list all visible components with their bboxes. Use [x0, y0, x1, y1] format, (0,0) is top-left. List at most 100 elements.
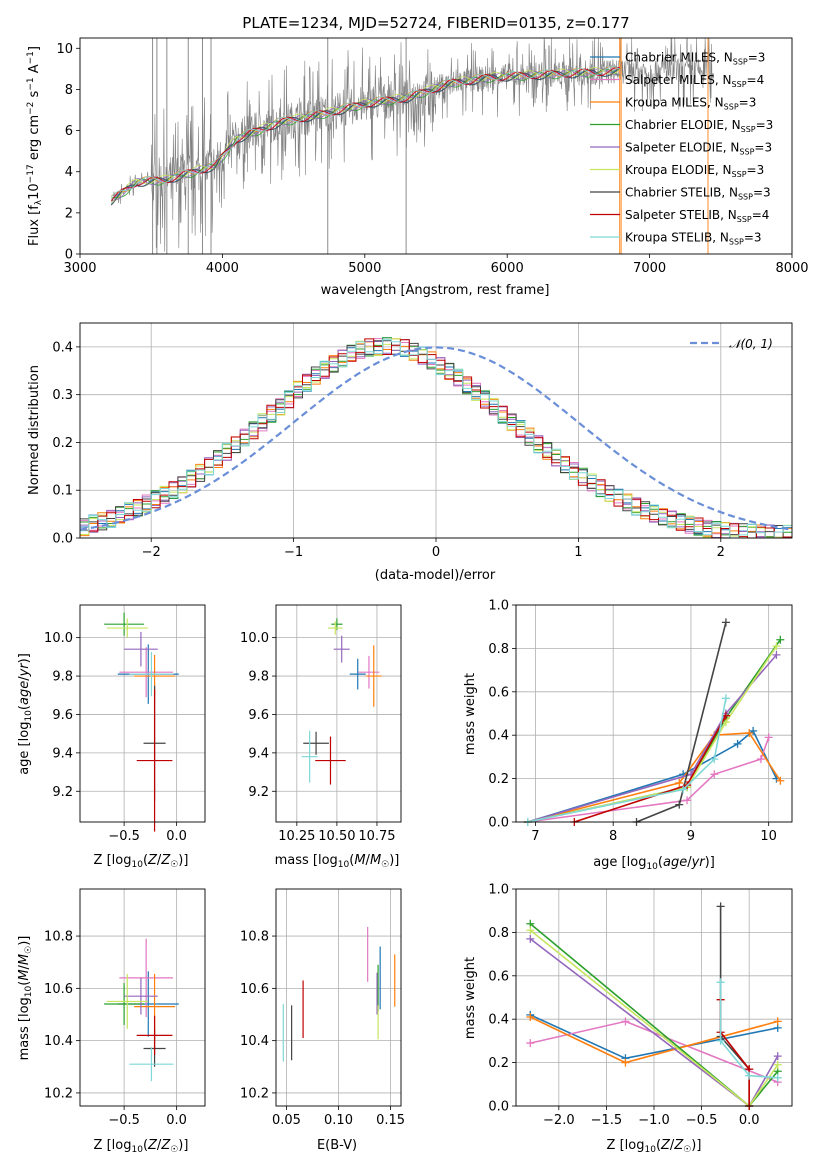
z-mass-y-tick-label: 10.6: [44, 982, 73, 997]
mass-age-y-tick-label: 9.6: [248, 708, 269, 723]
legend-label: Salpeter MILES, NSSP=4: [625, 73, 764, 89]
z-age-x-tick-label: 0.0: [166, 829, 187, 844]
z-weight-y-tick-label: 0.0: [488, 1100, 509, 1115]
legend-label: Kroupa MILES, NSSP=3: [625, 96, 756, 112]
z-mass-y-tick-label: 10.8: [44, 930, 73, 945]
age-weight-marker: [679, 785, 688, 794]
age-weight-x-tick-label: 9: [687, 829, 695, 844]
z-weight-y-tick-label: 0.8: [488, 926, 509, 941]
spectrum-y-tick-label: 10: [56, 42, 73, 57]
histogram-step-line: [80, 338, 792, 539]
z-weight-marker: [773, 1017, 782, 1026]
ebv-mass-y-tick-label: 10.8: [240, 930, 269, 945]
residual-frame: [79, 322, 793, 539]
model-spectrum-line: [110, 67, 620, 201]
z-weight-x-label: Z [log10(Z/Z☉)]: [607, 1138, 702, 1155]
age-weight-marker: [721, 618, 730, 627]
age-weight-marker: [675, 778, 684, 787]
z-age-y-tick-label: 9.4: [52, 746, 73, 761]
model-spectrum-line: [110, 68, 620, 206]
z-mass-y-label: mass [log10(M/M☉)]: [17, 936, 34, 1061]
z-weight-panel: Z [log10(Z/Z☉)] mass weight −2.0 −1.5 −1.0…: [463, 883, 793, 1155]
spectrum-panel: PLATE=1234, MJD=52724, FIBERID=0135, z=0…: [26, 14, 809, 298]
mass-age-y-tick-label: 9.8: [248, 670, 269, 685]
normal-curve: [79, 346, 793, 531]
z-age-y-tick-label: 10.0: [44, 631, 73, 646]
spectrum-x-tick-label: 5000: [348, 261, 381, 276]
residual-y-tick-label: 0.0: [52, 532, 73, 547]
z-weight-marker: [773, 1073, 782, 1082]
residual-x-tick-label: 2: [717, 545, 725, 560]
z-weight-marker: [526, 1013, 535, 1022]
age-weight-series-line: [527, 737, 770, 823]
spectrum-frame: [79, 37, 793, 255]
z-weight-x-tick-label: −2.0: [543, 1113, 575, 1128]
legend-label: Salpeter ELODIE, NSSP=3: [625, 141, 772, 157]
spectrum-y-label: Flux [fλ10−17 erg cm−2 s−1 A−1]: [26, 46, 44, 246]
ebv-mass-x-tick-label: 0.05: [272, 1113, 301, 1128]
age-weight-y-tick-label: 1.0: [488, 599, 509, 614]
spectrum-x-label: wavelength [Angstrom, rest frame]: [321, 283, 550, 298]
age-weight-y-tick-label: 0.8: [488, 642, 509, 657]
model-spectrum-line: [110, 67, 620, 205]
z-age-y-label: age [log10(age/yr)]: [17, 653, 34, 775]
age-weight-y-tick-label: 0.2: [488, 772, 509, 787]
ebv-mass-frame: [275, 888, 402, 1107]
z-weight-series-line: [719, 906, 751, 1106]
residual-y-tick-label: 0.3: [52, 388, 73, 403]
spectrum-y-tick-label: 4: [65, 165, 73, 180]
age-weight-marker: [776, 776, 785, 785]
mass-age-x-label: mass [log10(M/M☉)]: [275, 853, 400, 870]
age-weight-frame: [515, 604, 793, 823]
age-weight-marker: [683, 796, 692, 805]
z-weight-marker: [745, 1071, 754, 1080]
spectrum-title: PLATE=1234, MJD=52724, FIBERID=0135, z=0…: [242, 14, 629, 32]
spectrum-x-tick-label: 8000: [775, 261, 808, 276]
z-weight-marker: [621, 1058, 630, 1067]
legend-label: Salpeter STELIB, NSSP=4: [625, 208, 769, 224]
z-weight-marker: [716, 978, 725, 987]
age-weight-marker: [756, 755, 765, 764]
spectrum-y-tick-label: 8: [65, 83, 73, 98]
age-weight-x-tick-label: 8: [609, 829, 617, 844]
model-spectrum-line: [111, 68, 620, 199]
age-weight-marker: [710, 755, 719, 764]
spectrum-y-tick-label: 6: [65, 124, 73, 139]
spectrum-y-tick-label: 0: [65, 248, 73, 263]
residual-x-label: (data-model)/error: [375, 568, 496, 583]
z-mass-x-tick-label: −0.5: [108, 1113, 140, 1128]
model-spectrum-line: [111, 67, 620, 203]
age-weight-y-tick-label: 0.6: [488, 685, 509, 700]
z-age-y-tick-label: 9.6: [52, 708, 73, 723]
age-weight-marker: [721, 694, 730, 703]
spectrum-y-tick-label: 2: [65, 206, 73, 221]
mass-age-x-tick-label: 10.75: [358, 829, 395, 844]
z-weight-y-tick-label: 1.0: [488, 883, 509, 898]
legend-label: 𝒩(0, 1): [729, 337, 773, 351]
mass-age-y-tick-label: 9.4: [248, 746, 269, 761]
z-weight-marker: [773, 1060, 782, 1069]
ebv-mass-x-tick-label: 0.15: [376, 1113, 405, 1128]
spectrum-x-tick-label: 4000: [206, 261, 239, 276]
z-age-x-label: Z [log10(Z/Z☉)]: [94, 853, 189, 870]
age-weight-marker: [772, 650, 781, 659]
z-mass-x-tick-label: 0.0: [166, 1113, 187, 1128]
spectrum-x-tick-label: 3000: [63, 261, 96, 276]
mass-age-x-tick-label: 10.50: [318, 829, 355, 844]
z-weight-y-label: mass weight: [463, 957, 478, 1039]
spectrum-x-tick-label: 6000: [491, 261, 524, 276]
mass-age-y-tick-label: 10.0: [240, 631, 269, 646]
residual-y-tick-label: 0.4: [52, 340, 73, 355]
age-weight-series-line: [527, 698, 727, 823]
age-weight-x-tick-label: 7: [531, 829, 539, 844]
z-mass-y-tick-label: 10.4: [44, 1034, 73, 1049]
z-weight-y-tick-label: 0.4: [488, 1013, 509, 1028]
residual-x-tick-label: −1: [284, 545, 303, 560]
z-weight-marker: [526, 934, 535, 943]
z-age-y-tick-label: 9.8: [52, 670, 73, 685]
residual-y-tick-label: 0.2: [52, 436, 73, 451]
age-weight-marker: [675, 800, 684, 809]
age-weight-marker: [764, 733, 773, 742]
mass-age-frame: [275, 604, 402, 823]
age-weight-panel: age [log10(age/yr)] mass weight 7 8 9 10 0.0…: [463, 599, 793, 872]
